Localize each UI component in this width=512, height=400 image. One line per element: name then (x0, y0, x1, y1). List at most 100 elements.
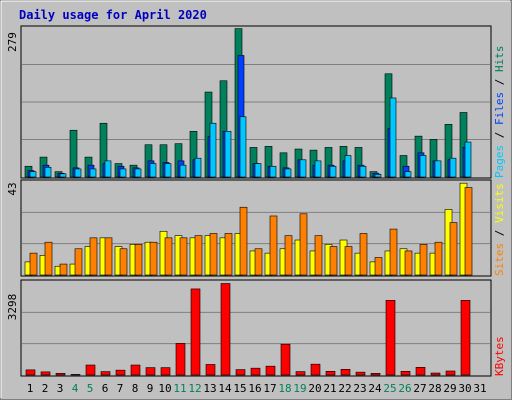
day-label: 22 (338, 382, 351, 395)
pages-bar (89, 168, 97, 178)
day-label: 14 (218, 382, 232, 395)
day-label: 11 (173, 382, 186, 395)
day-label: 23 (353, 382, 366, 395)
day-label: 25 (383, 382, 396, 395)
x-axis-day-labels: 1 2 3 4 5 6 7 8 9 10 11 12 13 14 15 16 17 18 19 20 21 22 23 24 2… (27, 382, 487, 395)
day-label: 21 (323, 382, 336, 395)
pages-bar (449, 157, 457, 178)
pages-bar (344, 155, 352, 178)
kbytes-bar (235, 369, 246, 376)
kbytes-bar (40, 371, 51, 376)
day-label: 12 (188, 382, 201, 395)
day-label: 10 (158, 382, 171, 395)
sites-bar (164, 237, 173, 276)
legend-files: Files (493, 92, 506, 125)
kbytes-bar (355, 371, 366, 376)
day-label: 28 (428, 382, 441, 395)
sites-bar (209, 233, 218, 276)
legend-separator: / (493, 72, 506, 92)
visits-ymax-label: 43 (6, 182, 19, 195)
sites-bar (329, 246, 338, 276)
kbytes-bar (295, 371, 306, 376)
sites-bar (419, 244, 428, 276)
pages-bar (329, 165, 337, 178)
legend-sites: Sites (493, 243, 506, 276)
pages-bar (179, 164, 187, 178)
sites-bar (224, 233, 233, 276)
kbytes-bar (85, 364, 96, 376)
kbytes-bar (100, 371, 111, 376)
hits-ymax-label: 279 (6, 32, 19, 52)
sites-bar (389, 228, 398, 276)
day-label: 8 (132, 382, 139, 395)
pages-bar (149, 163, 157, 178)
pages-bar (359, 165, 367, 178)
sites-bar (299, 213, 308, 276)
sites-bar (194, 235, 203, 276)
kbytes-bar (280, 343, 291, 376)
pages-bar (434, 160, 442, 178)
kbytes-bar (190, 288, 201, 376)
day-label: 31 (473, 382, 486, 395)
visits-legend: Sites / Visits (493, 183, 506, 276)
sites-bar (284, 235, 293, 276)
pages-bar (254, 163, 262, 178)
kbytes-bar (400, 370, 411, 376)
day-label: 6 (102, 382, 109, 395)
kbytes-bar (460, 300, 471, 376)
pages-bar (374, 174, 382, 178)
sites-bar (104, 237, 113, 276)
legend-separator: / (493, 125, 506, 145)
pages-bar (29, 171, 37, 178)
hits-legend: Pages / Files / Hits (493, 46, 506, 179)
pages-bar (119, 168, 127, 178)
pages-bar (314, 160, 322, 178)
day-label: 29 (443, 382, 456, 395)
sites-bar (464, 187, 473, 276)
sites-bar (449, 222, 458, 276)
pages-bar (194, 157, 202, 178)
kbytes-legend: KBytes (493, 336, 506, 376)
pages-bar (299, 159, 307, 178)
kbytes-bar (175, 343, 186, 376)
day-label: 30 (458, 382, 471, 395)
day-label: 19 (293, 382, 306, 395)
sites-bar (344, 246, 353, 276)
sites-bar (239, 206, 248, 276)
kbytes-bar (415, 367, 426, 376)
kbytes-bar (25, 369, 36, 376)
kbytes-bar (55, 372, 66, 376)
sites-bar (359, 233, 368, 276)
day-label: 7 (117, 382, 124, 395)
sites-bar (404, 250, 413, 276)
pages-bar (104, 160, 112, 178)
legend-visits: Visits (493, 183, 506, 223)
pages-bar (59, 173, 67, 178)
kbytes-bar (250, 367, 261, 376)
kbytes-bar (385, 300, 396, 376)
day-label: 17 (263, 382, 276, 395)
kbytes-bar (115, 369, 126, 376)
day-label: 20 (308, 382, 321, 395)
sites-bar (119, 248, 128, 276)
pages-bar (404, 171, 412, 178)
sites-bar (59, 263, 68, 276)
kbytes-bar (325, 370, 336, 376)
sites-bar (44, 241, 53, 276)
kbytes-bar (145, 367, 156, 376)
day-label: 1 (27, 382, 34, 395)
kbytes-bar (310, 363, 321, 376)
day-label: 26 (398, 382, 411, 395)
sites-bar (134, 244, 143, 276)
sites-bar (269, 215, 278, 276)
pages-bar (464, 141, 472, 178)
kbytes-panel (20, 279, 492, 377)
day-label: 2 (42, 382, 49, 395)
chart-title: Daily usage for April 2020 (19, 8, 207, 22)
day-label: 5 (87, 382, 94, 395)
pages-bar (284, 168, 292, 178)
pages-bar (224, 131, 232, 178)
legend-hits: Hits (493, 46, 506, 73)
legend-separator: / (493, 223, 506, 243)
kbytes-ymax-label: 3298 (6, 294, 19, 321)
